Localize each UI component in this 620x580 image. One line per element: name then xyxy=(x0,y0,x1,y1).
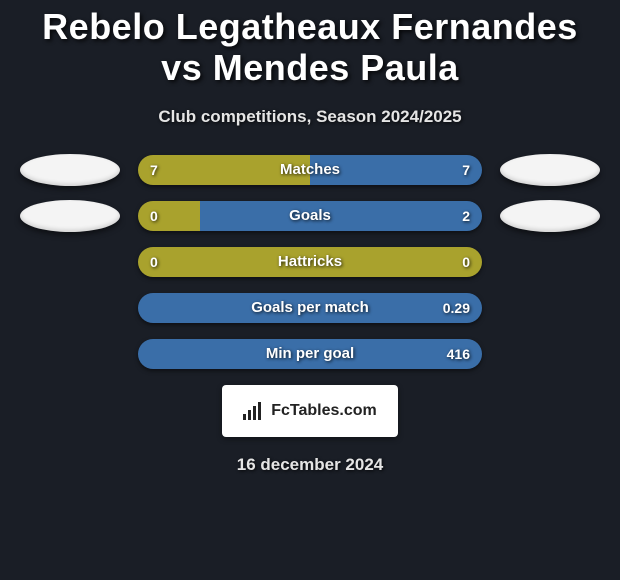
stat-value-left: 0 xyxy=(150,247,158,277)
bar-left-segment xyxy=(138,155,310,185)
bar-right-segment xyxy=(310,155,482,185)
bar-right-segment xyxy=(138,293,482,323)
stat-bar: 0.29Goals per match xyxy=(138,293,482,323)
bar-left-segment xyxy=(138,201,200,231)
subtitle: Club competitions, Season 2024/2025 xyxy=(0,107,620,127)
player-left-oval xyxy=(20,200,120,232)
stat-bar: 02Goals xyxy=(138,201,482,231)
logo-text: FcTables.com xyxy=(271,402,377,420)
stat-value-right: 0 xyxy=(462,247,470,277)
stat-value-right: 416 xyxy=(447,339,470,369)
bar-chart-icon xyxy=(243,402,265,420)
stat-value-right: 7 xyxy=(462,155,470,185)
player-left-oval xyxy=(20,154,120,186)
bar-right-segment xyxy=(138,339,482,369)
bar-right-segment xyxy=(200,201,482,231)
stat-value-left: 0 xyxy=(150,201,158,231)
bar-left-segment xyxy=(138,247,482,277)
stat-row: 02Goals xyxy=(10,201,610,231)
date-label: 16 december 2024 xyxy=(0,455,620,475)
stat-value-left: 7 xyxy=(150,155,158,185)
page-title: Rebelo Legatheaux Fernandes vs Mendes Pa… xyxy=(0,0,620,89)
stat-row: 0.29Goals per match xyxy=(10,293,610,323)
stat-bar: 416Min per goal xyxy=(138,339,482,369)
stat-value-right: 2 xyxy=(462,201,470,231)
stat-row: 77Matches xyxy=(10,155,610,185)
stat-row: 00Hattricks xyxy=(10,247,610,277)
stat-value-right: 0.29 xyxy=(443,293,470,323)
player-right-oval xyxy=(500,200,600,232)
fctables-logo: FcTables.com xyxy=(222,385,398,437)
player-right-oval xyxy=(500,154,600,186)
comparison-chart: 77Matches02Goals00Hattricks0.29Goals per… xyxy=(0,155,620,369)
stat-bar: 77Matches xyxy=(138,155,482,185)
stat-row: 416Min per goal xyxy=(10,339,610,369)
stat-bar: 00Hattricks xyxy=(138,247,482,277)
